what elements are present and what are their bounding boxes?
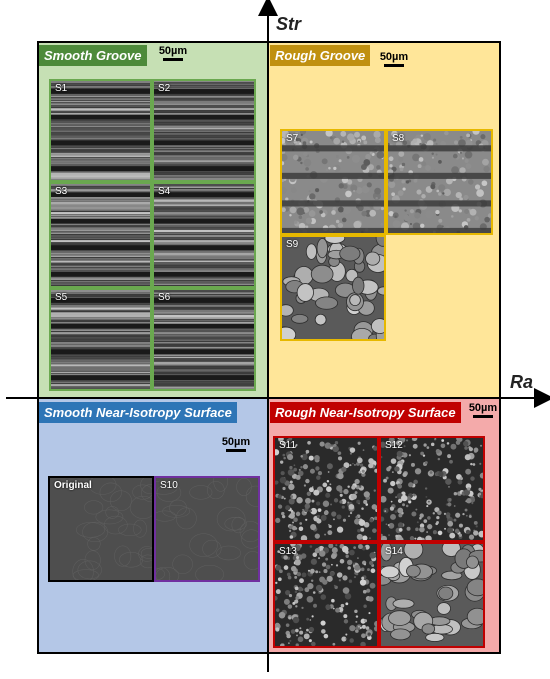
micrograph-texture [275,544,377,646]
micrograph-texture [154,290,254,389]
sample-label: S2 [158,83,171,94]
sample-label: S6 [158,292,171,303]
sample-label: S9 [286,239,299,250]
sample-image-s5: S5 [49,288,152,391]
micrograph-texture [51,184,150,286]
sample-image-s2: S2 [152,79,256,182]
sample-image-s12: S12 [379,436,485,542]
sample-image-s13: S13 [273,542,379,648]
sample-label: S5 [55,292,68,303]
sample-image-s1: S1 [49,79,152,182]
micrograph-texture [156,478,258,580]
micrograph-texture [381,544,483,646]
sample-label: Original [54,480,92,491]
sample-image-s3: S3 [49,182,152,288]
scale-label: 50µm [221,436,251,448]
rough-groove-scale-bar: 50µm [376,51,412,67]
micrograph-texture [50,478,152,580]
smooth-isotropy-scale-bar: 50µm [218,436,254,452]
sample-image-s14: S14 [379,542,485,648]
smooth-isotropy-title: Smooth Near-Isotropy Surface [39,402,237,423]
sample-image-original: Original [48,476,154,582]
micrograph-texture [388,131,491,233]
micrograph-texture [282,131,384,233]
y-axis-label: Str [276,14,302,34]
sample-image-s4: S4 [152,182,256,288]
micrograph-texture [154,81,254,180]
sample-label: S4 [158,186,171,197]
sample-label: S8 [392,133,405,144]
micrograph-texture [51,290,150,389]
smooth-groove-scale-bar: 50µm [155,45,191,61]
sample-image-s6: S6 [152,288,256,391]
micrograph-texture [51,81,150,180]
sample-label: S1 [55,83,68,94]
micrograph-texture [154,184,254,286]
sample-label: S3 [55,186,68,197]
sample-image-s10: S10 [154,476,260,582]
sample-label: S12 [385,440,403,451]
scale-label: 50µm [379,51,409,63]
sample-image-s11: S11 [273,436,379,542]
rough-groove-title: Rough Groove [270,45,371,66]
sample-image-s8: S8 [386,129,493,235]
sample-label: S14 [385,546,403,557]
sample-label: S11 [279,440,297,451]
micrograph-texture [381,438,483,540]
scale-label: 50µm [468,402,498,414]
rough-isotropy-title: Rough Near-Isotropy Surface [270,402,461,423]
smooth-groove-title: Smooth Groove [39,45,147,66]
sample-image-s7: S7 [280,129,386,235]
sample-label: S7 [286,133,299,144]
micrograph-texture [275,438,377,540]
x-axis-label: Ra [510,372,534,392]
sample-label: S10 [160,480,178,491]
sample-label: S13 [279,546,297,557]
scale-label: 50µm [158,45,188,57]
micrograph-texture [282,237,384,339]
rough-isotropy-scale-bar: 50µm [465,402,501,418]
sample-image-s9: S9 [280,235,386,341]
